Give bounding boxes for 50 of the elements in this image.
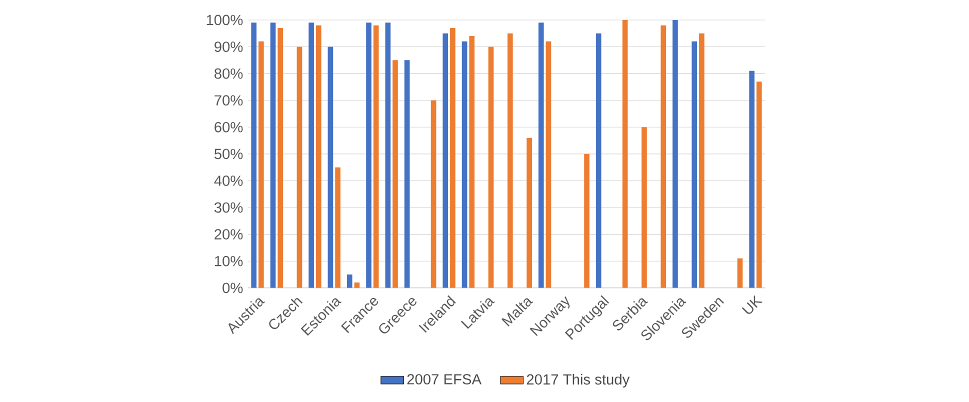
legend-label: 2017 This study	[526, 374, 630, 388]
bar	[328, 46, 334, 288]
y-tick-label: 90%	[214, 42, 243, 52]
y-tick-label: 100%	[206, 14, 243, 26]
bar	[469, 36, 475, 288]
bar	[392, 60, 398, 288]
bar	[756, 82, 762, 288]
bar	[251, 22, 257, 288]
bar	[430, 100, 436, 288]
y-tick-label: 0%	[222, 282, 243, 294]
bar	[308, 22, 314, 288]
bar	[462, 41, 468, 288]
bar	[749, 70, 754, 288]
bar	[346, 274, 352, 288]
bar	[373, 25, 379, 288]
bar	[596, 33, 602, 288]
y-tick-label: 40%	[214, 176, 243, 186]
bar	[316, 25, 322, 288]
bar	[450, 28, 456, 288]
bar	[258, 41, 264, 288]
legend-label: 2007 EFSA	[407, 374, 482, 385]
bar	[546, 41, 552, 288]
y-tick-label: 30%	[214, 202, 243, 213]
bar	[538, 22, 544, 288]
bar	[488, 46, 494, 288]
bar	[660, 25, 666, 288]
bar	[737, 258, 743, 288]
bar	[622, 20, 628, 288]
y-tick-label: 70%	[214, 95, 243, 106]
bar	[385, 22, 391, 288]
bar	[672, 20, 678, 288]
bar	[296, 46, 302, 288]
bar	[404, 60, 410, 288]
bar	[699, 33, 704, 288]
bar	[442, 33, 448, 288]
y-tick-label: 80%	[214, 68, 243, 79]
bar	[270, 22, 276, 288]
bar	[508, 33, 513, 288]
y-tick-label: 50%	[214, 148, 243, 160]
bar	[366, 22, 372, 288]
x-tick-label: UK	[742, 295, 763, 314]
bar	[278, 28, 283, 288]
bar	[584, 154, 590, 288]
bar	[335, 167, 340, 288]
bar	[692, 41, 698, 288]
y-tick-label: 10%	[214, 256, 243, 266]
bar	[526, 138, 532, 288]
bar	[642, 127, 647, 288]
y-tick-label: 60%	[214, 122, 243, 132]
y-tick-label: 20%	[214, 229, 243, 240]
